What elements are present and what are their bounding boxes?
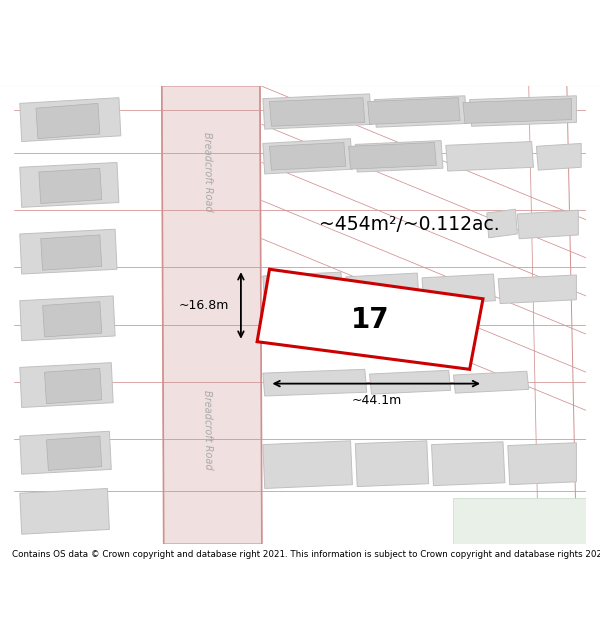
Polygon shape	[20, 296, 115, 341]
Polygon shape	[263, 139, 352, 174]
Polygon shape	[263, 369, 367, 396]
Polygon shape	[370, 370, 451, 394]
Text: Breadcroft Road: Breadcroft Road	[202, 132, 213, 212]
Polygon shape	[269, 142, 346, 170]
Polygon shape	[46, 436, 102, 471]
Text: ~44.1m: ~44.1m	[351, 394, 401, 408]
Polygon shape	[517, 210, 578, 239]
Polygon shape	[346, 273, 419, 306]
Polygon shape	[355, 441, 428, 486]
Polygon shape	[374, 96, 467, 128]
Polygon shape	[257, 269, 483, 369]
Polygon shape	[263, 441, 352, 489]
Text: Contains OS data © Crown copyright and database right 2021. This information is : Contains OS data © Crown copyright and d…	[12, 550, 600, 559]
Polygon shape	[263, 94, 371, 129]
Text: 17: 17	[350, 306, 389, 334]
Polygon shape	[536, 143, 581, 170]
Polygon shape	[454, 371, 529, 393]
Polygon shape	[498, 275, 577, 304]
Polygon shape	[162, 86, 262, 544]
Polygon shape	[463, 99, 572, 123]
Polygon shape	[44, 368, 102, 404]
Polygon shape	[20, 431, 111, 474]
Polygon shape	[355, 141, 443, 172]
Polygon shape	[368, 98, 460, 124]
Polygon shape	[20, 98, 121, 141]
Polygon shape	[43, 302, 102, 337]
Polygon shape	[422, 274, 496, 304]
Polygon shape	[349, 142, 436, 169]
Polygon shape	[36, 103, 100, 139]
Polygon shape	[263, 272, 343, 308]
Polygon shape	[39, 168, 102, 204]
Text: ~16.8m: ~16.8m	[178, 299, 229, 312]
Polygon shape	[508, 442, 577, 484]
Text: ~454m²/~0.112ac.: ~454m²/~0.112ac.	[319, 215, 500, 234]
Polygon shape	[452, 498, 586, 544]
Polygon shape	[431, 442, 505, 486]
Polygon shape	[269, 98, 365, 126]
Polygon shape	[446, 141, 533, 171]
Polygon shape	[41, 235, 102, 270]
Polygon shape	[470, 96, 577, 126]
Polygon shape	[487, 209, 517, 238]
Polygon shape	[20, 489, 109, 534]
Polygon shape	[20, 162, 119, 208]
Polygon shape	[20, 229, 117, 274]
Text: Breadcroft Road: Breadcroft Road	[202, 389, 213, 469]
Polygon shape	[20, 362, 113, 408]
